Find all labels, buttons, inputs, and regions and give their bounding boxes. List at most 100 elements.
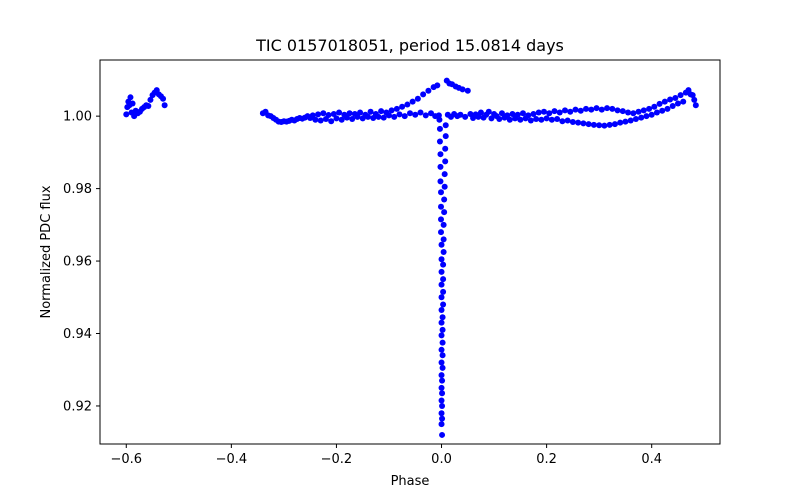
data-point	[556, 109, 563, 116]
data-point	[441, 183, 448, 190]
data-point	[646, 105, 653, 112]
data-point	[399, 103, 406, 110]
data-point	[438, 332, 445, 339]
data-point	[412, 111, 419, 118]
data-point	[606, 121, 613, 128]
data-point	[312, 116, 319, 123]
data-point	[309, 112, 316, 119]
data-point	[627, 117, 634, 124]
data-point	[635, 108, 642, 115]
data-point	[504, 112, 511, 119]
data-point	[439, 431, 446, 438]
data-point	[509, 110, 516, 117]
data-point	[659, 107, 666, 114]
data-point	[409, 98, 416, 105]
data-point	[436, 116, 443, 123]
data-point	[407, 110, 413, 117]
data-point	[691, 96, 698, 103]
data-point	[496, 116, 503, 123]
y-tick-label: 0.96	[63, 255, 92, 270]
x-tick-label: −0.4	[216, 452, 248, 467]
data-point	[593, 105, 600, 112]
data-point	[477, 109, 484, 116]
data-point	[417, 109, 424, 116]
data-point	[457, 111, 464, 118]
x-axis-label: Phase	[391, 474, 430, 489]
data-point	[442, 122, 449, 129]
data-point	[439, 364, 446, 371]
data-point	[546, 110, 553, 117]
data-point	[619, 108, 626, 115]
data-point	[439, 326, 446, 333]
data-point	[672, 95, 679, 102]
data-point	[498, 110, 505, 117]
data-point	[435, 112, 442, 119]
data-point	[442, 133, 449, 140]
data-point	[375, 113, 382, 120]
data-point	[439, 390, 446, 397]
data-point	[438, 229, 444, 236]
data-point	[439, 377, 446, 384]
y-axis-label: Normalized PDC flux	[39, 185, 54, 318]
data-point	[506, 116, 513, 123]
data-point	[677, 92, 684, 99]
data-point	[422, 112, 429, 119]
data-point	[438, 216, 444, 223]
data-point	[414, 95, 421, 102]
data-point	[438, 372, 445, 379]
data-point	[442, 158, 449, 165]
data-point	[123, 111, 130, 118]
x-tick-label: 0.4	[641, 452, 662, 467]
data-point	[543, 115, 550, 122]
data-point	[393, 105, 400, 112]
chart-title: TIC 0157018051, period 15.0814 days	[255, 36, 564, 55]
data-point	[438, 268, 445, 275]
data-point	[559, 118, 566, 125]
data-point	[438, 359, 445, 366]
data-point	[596, 122, 603, 129]
y-tick-label: 0.98	[63, 182, 92, 197]
data-point	[438, 241, 445, 248]
data-point	[396, 111, 403, 118]
data-point	[438, 421, 445, 428]
data-point	[442, 145, 449, 152]
data-point	[336, 109, 343, 116]
data-point	[438, 256, 445, 263]
data-point	[438, 189, 444, 196]
data-point	[622, 118, 629, 125]
axis-ticks: −0.6 −0.4 −0.2 0.0 0.2 0.4 0.92 0.94 0.96 0.98 1.0…	[63, 110, 662, 467]
data-point	[517, 116, 524, 123]
data-point	[669, 103, 676, 110]
data-point	[588, 106, 595, 113]
data-point	[689, 92, 696, 99]
data-point	[160, 95, 167, 102]
data-point	[601, 122, 608, 129]
data-point	[127, 94, 134, 101]
data-point	[439, 402, 446, 409]
data-point	[438, 281, 445, 288]
data-point	[438, 319, 445, 326]
y-tick-label: 1.00	[63, 110, 92, 125]
data-point	[651, 103, 658, 110]
data-point	[346, 110, 353, 117]
data-point	[604, 105, 611, 112]
data-point	[147, 96, 154, 103]
data-point	[437, 163, 444, 170]
data-point	[664, 105, 671, 112]
data-point	[572, 106, 579, 113]
data-point	[385, 112, 392, 119]
data-point	[692, 102, 699, 109]
data-point	[441, 196, 448, 203]
data-point	[562, 107, 568, 114]
data-point	[440, 261, 447, 268]
data-point	[485, 108, 492, 115]
data-point	[438, 294, 445, 301]
data-point	[609, 105, 616, 112]
data-point	[653, 109, 660, 116]
x-tick-label: 0.2	[536, 452, 557, 467]
data-point	[459, 86, 466, 93]
data-point	[391, 113, 398, 120]
data-point	[401, 113, 408, 120]
